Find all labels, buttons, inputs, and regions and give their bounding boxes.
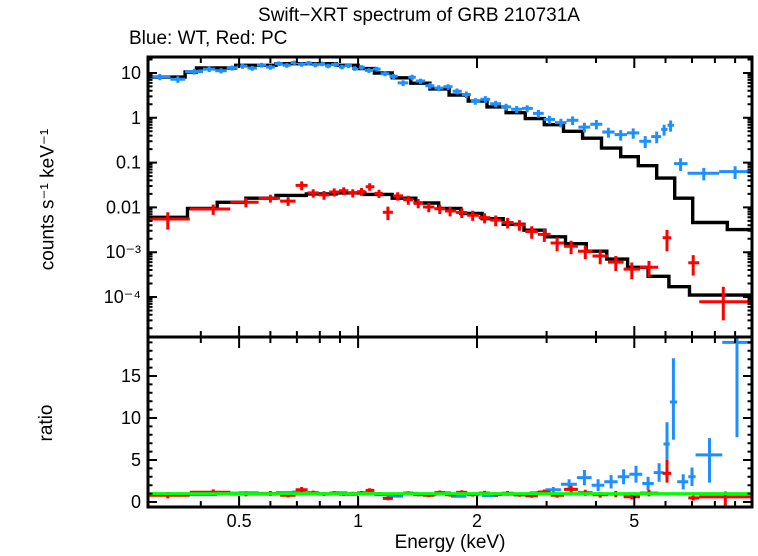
chart-title: Swift−XRT spectrum of GRB 210731A xyxy=(258,5,580,26)
spectrum-y-tick-label: 0.1 xyxy=(116,153,141,173)
axis-ticks-ratio xyxy=(148,337,752,507)
ratio-y-tick-label: 15 xyxy=(121,366,141,386)
spectrum-y-tick-label: 1 xyxy=(131,108,141,128)
x-tick-label: 5 xyxy=(629,511,639,531)
wt-ratio-points xyxy=(148,337,752,498)
spectrum-y-tick-label: 10⁻⁴ xyxy=(104,287,141,307)
spectrum-y-tick-label: 10 xyxy=(121,63,141,83)
wt-spectrum-points xyxy=(148,60,752,181)
pc-spectrum-points xyxy=(148,181,752,321)
model-step-line xyxy=(148,62,752,232)
spectrum-y-tick-label: 10⁻³ xyxy=(105,242,141,262)
ratio-y-tick-label: 10 xyxy=(121,408,141,428)
x-tick-label: 0.5 xyxy=(227,511,252,531)
chart-subtitle: Blue: WT, Red: PC xyxy=(129,28,288,49)
panel-spectrum: 10 1 0.1 0.01 10⁻³ 10⁻⁴ xyxy=(104,55,754,339)
panel-frame xyxy=(146,55,754,339)
ratio-y-tick-label: 5 xyxy=(131,450,141,470)
axis-ticks-spectrum xyxy=(148,57,752,337)
x-tick-label: 2 xyxy=(472,511,482,531)
spectrum-y-tick-label: 0.01 xyxy=(106,197,141,217)
panel-frame xyxy=(146,335,754,509)
energy-axis-label: Energy (keV) xyxy=(394,532,506,553)
ratio-y-tick-label: 0 xyxy=(131,492,141,512)
panel-ratio: 0 5 10 15 xyxy=(121,335,754,512)
x-tick-label: 1 xyxy=(353,511,363,531)
